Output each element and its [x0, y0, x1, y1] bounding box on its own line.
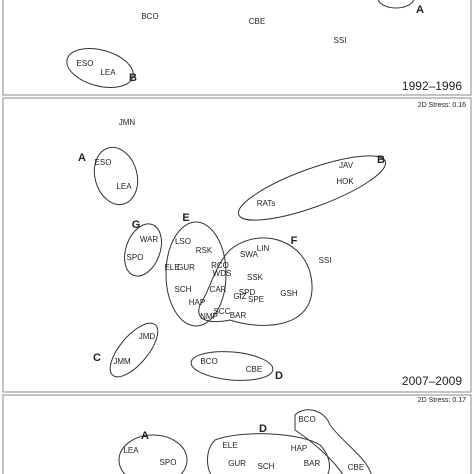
species-label: JMD	[139, 332, 156, 341]
group-letter: A	[141, 430, 149, 442]
species-label: WAR	[140, 235, 159, 244]
group-letter: B	[129, 72, 137, 84]
group-letter: A	[78, 152, 86, 164]
group-letter: F	[291, 235, 298, 247]
species-label: WDS	[213, 269, 232, 278]
species-label: GUR	[177, 263, 195, 272]
group-outline	[93, 146, 139, 206]
group-outline	[198, 237, 313, 326]
species-label: RSK	[196, 246, 213, 255]
species-label: BCO	[141, 12, 158, 21]
panel-frame	[2, 97, 472, 393]
species-label: ELE	[164, 263, 179, 272]
species-label: JMN	[119, 118, 136, 127]
species-label: SWA	[240, 250, 259, 259]
species-label: SSI	[319, 256, 332, 265]
group-outline	[190, 351, 274, 381]
species-label: ESO	[77, 59, 94, 68]
period-label: 1992–1996	[402, 79, 462, 93]
species-label: RCO	[211, 261, 229, 270]
group-outline	[124, 223, 162, 277]
species-label: BCO	[200, 357, 217, 366]
species-label: SSI	[334, 36, 347, 45]
group-outline	[294, 409, 372, 474]
panel-3: BCO LEA SPO ELE HAP GUR SCH BAR CBE A D 2D Stress: …	[123, 397, 466, 472]
group-letter: A	[416, 4, 424, 16]
species-label: BAR	[304, 459, 321, 468]
species-label: SPD	[239, 288, 256, 297]
group-outline	[165, 221, 227, 327]
group-outline	[377, 0, 415, 9]
species-label: SPO	[160, 458, 177, 467]
group-outline	[109, 322, 159, 378]
species-label: GSH	[280, 289, 298, 298]
group-letter: G	[132, 219, 141, 231]
species-label: CAR	[210, 285, 227, 294]
species-label: GUR	[228, 459, 246, 468]
group-outline	[237, 155, 387, 221]
species-label: CBE	[246, 365, 262, 374]
species-label: GIZ	[233, 292, 246, 301]
species-label: BAR	[230, 311, 247, 320]
species-label: JMM	[113, 357, 131, 366]
species-label: SPO	[127, 253, 144, 262]
group-letter: E	[182, 212, 189, 224]
group-outline	[118, 434, 188, 474]
period-label: 2007–2009	[402, 374, 462, 388]
species-label: NMP	[200, 312, 218, 321]
species-label: RATs	[257, 199, 276, 208]
species-label: SSK	[247, 273, 264, 282]
species-label: LSO	[175, 237, 191, 246]
group-letter: B	[377, 154, 385, 166]
species-label: ESO	[95, 158, 112, 167]
group-letter: D	[259, 423, 267, 435]
species-label: LEA	[123, 446, 139, 455]
group-letter: D	[275, 370, 283, 382]
stress-label: 2D Stress: 0.16	[418, 102, 466, 109]
panel-frame	[2, 0, 472, 96]
species-label: LEA	[100, 68, 116, 77]
species-label: CBE	[249, 17, 265, 26]
species-label: CBE	[348, 463, 364, 472]
species-label: SCH	[175, 285, 192, 294]
species-label: LIN	[257, 244, 270, 253]
species-label: SPE	[248, 295, 264, 304]
species-label: SCH	[258, 462, 275, 471]
panel-1: BCO CBE SSI ESO LEA A B 1992–1996	[77, 4, 463, 93]
species-label: JAV	[339, 161, 354, 170]
species-label: HOK	[336, 177, 354, 186]
group-outline	[66, 48, 134, 88]
group-letter: C	[93, 352, 101, 364]
species-label: LEA	[116, 182, 132, 191]
species-label: ELE	[222, 441, 237, 450]
stress-label: 2D Stress: 0.17	[418, 397, 466, 404]
panel-frame	[2, 394, 472, 474]
species-label: HAP	[291, 444, 307, 453]
species-label: HAP	[189, 298, 205, 307]
species-label: SCC	[214, 307, 231, 316]
group-outline	[207, 433, 330, 474]
species-label: BCO	[298, 415, 315, 424]
